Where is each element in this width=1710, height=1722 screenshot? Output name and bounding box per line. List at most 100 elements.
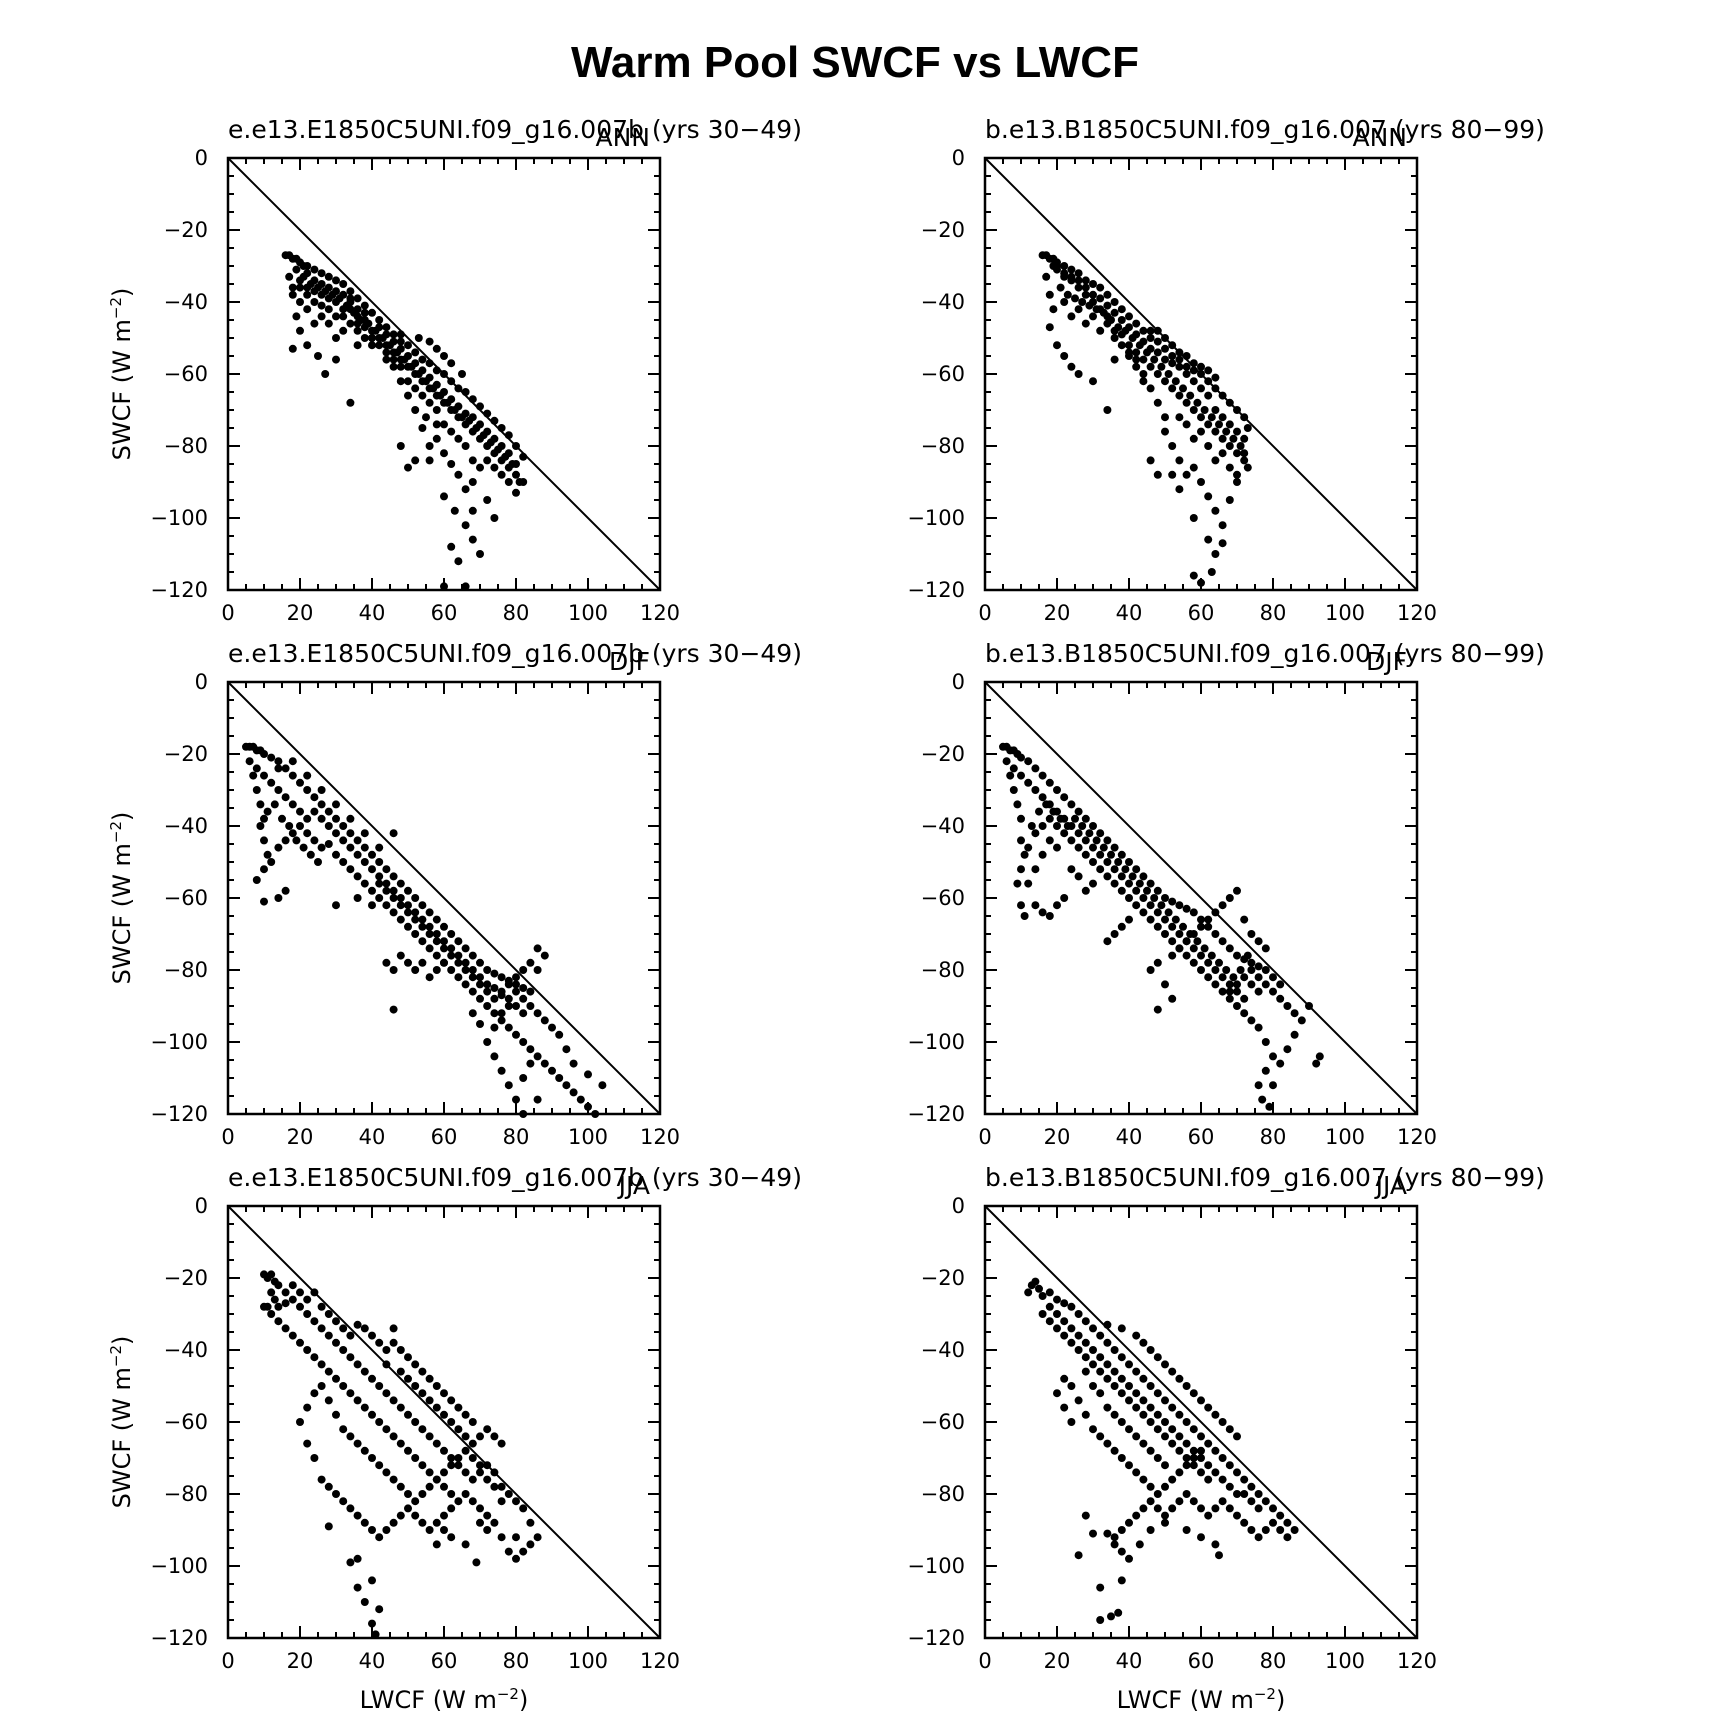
- data-point: [1143, 886, 1151, 895]
- data-point: [310, 1353, 319, 1362]
- data-point: [1218, 1497, 1227, 1506]
- data-point: [274, 894, 283, 902]
- data-point: [1189, 1425, 1198, 1434]
- data-point: [497, 1482, 506, 1491]
- data-point: [389, 1005, 398, 1014]
- data-point: [519, 452, 528, 461]
- data-point: [1240, 456, 1249, 465]
- x-tick-label: 120: [1397, 601, 1437, 625]
- data-point: [382, 865, 391, 874]
- y-tick-label: −80: [164, 1482, 208, 1506]
- data-point: [1117, 922, 1126, 931]
- data-point: [1110, 1382, 1119, 1390]
- x-tick-label: 120: [640, 1649, 680, 1673]
- data-point: [1081, 1353, 1090, 1362]
- data-point: [1053, 1295, 1061, 1304]
- data-point: [1089, 822, 1097, 830]
- data-point: [1197, 427, 1205, 436]
- x-tick-label: 40: [1116, 601, 1143, 625]
- data-point: [1233, 1490, 1241, 1498]
- data-point: [1117, 316, 1126, 324]
- data-point: [1132, 901, 1141, 910]
- data-point: [1107, 316, 1115, 324]
- data-point: [281, 836, 290, 845]
- data-point: [288, 800, 297, 809]
- data-point: [260, 865, 268, 874]
- data-point: [1081, 1338, 1090, 1347]
- data-point: [288, 283, 297, 292]
- x-tick-label: 20: [287, 601, 314, 625]
- data-point: [512, 973, 520, 982]
- data-point: [1175, 1410, 1184, 1419]
- data-point: [1125, 1382, 1133, 1390]
- data-point: [404, 377, 412, 386]
- data-point: [440, 352, 448, 360]
- data-point: [375, 316, 384, 324]
- data-point: [1207, 413, 1216, 422]
- x-tick-label: 40: [1116, 1649, 1143, 1673]
- data-point: [1269, 987, 1277, 996]
- data-point: [504, 1023, 513, 1032]
- data-point: [519, 1009, 528, 1018]
- data-point: [1132, 865, 1141, 874]
- data-point: [317, 843, 326, 852]
- data-point: [281, 1324, 290, 1333]
- data-point: [1146, 1526, 1155, 1534]
- data-point: [425, 922, 434, 931]
- y-tick-label: −100: [907, 1030, 965, 1054]
- data-point: [1211, 1504, 1220, 1513]
- data-point: [296, 778, 304, 787]
- data-point: [1261, 1526, 1270, 1534]
- data-point: [1038, 908, 1047, 917]
- data-point: [1175, 1497, 1184, 1506]
- data-point: [281, 793, 290, 802]
- data-point: [1218, 521, 1227, 530]
- data-point: [1060, 1403, 1069, 1412]
- data-point: [375, 858, 384, 866]
- data-point: [1139, 1374, 1148, 1383]
- data-point: [310, 1389, 319, 1398]
- data-point: [1218, 1475, 1227, 1484]
- data-point: [1233, 987, 1241, 996]
- data-point: [1017, 836, 1025, 845]
- x-tick-label: 100: [1325, 601, 1365, 625]
- x-tick-label: 120: [1397, 1125, 1437, 1149]
- y-tick-label: −80: [921, 1482, 965, 1506]
- data-point: [389, 908, 398, 917]
- data-point: [1085, 301, 1094, 310]
- data-point: [296, 283, 304, 292]
- data-point: [339, 822, 348, 830]
- data-point: [310, 807, 319, 816]
- data-point: [371, 1630, 380, 1639]
- data-point: [1121, 865, 1130, 874]
- data-point: [458, 413, 466, 422]
- data-point: [1071, 814, 1079, 823]
- data-point: [368, 334, 376, 342]
- data-point: [468, 506, 477, 515]
- data-point: [1189, 571, 1198, 580]
- data-point: [461, 1410, 470, 1419]
- x-tick-label: 0: [978, 601, 991, 625]
- scatter-points: [1024, 1277, 1299, 1624]
- scatter-panel-4: 0 20 40 60 80 100 120 0 −20 −40 −60 −80 −100 −120 b.e1…: [907, 639, 1545, 1149]
- data-point: [396, 377, 405, 386]
- axis-ticks: [984, 681, 1418, 1115]
- data-point: [1125, 879, 1133, 888]
- data-point: [1269, 973, 1277, 982]
- data-point: [1074, 843, 1083, 852]
- data-point: [1031, 829, 1040, 838]
- data-point: [404, 1353, 412, 1362]
- data-point: [296, 822, 304, 830]
- data-point: [396, 901, 405, 910]
- data-point: [353, 872, 362, 881]
- data-point: [1161, 1461, 1169, 1470]
- data-point: [1089, 290, 1097, 299]
- data-point: [1067, 836, 1076, 845]
- data-point: [1233, 478, 1241, 486]
- data-point: [1060, 1331, 1069, 1340]
- data-point: [1125, 1461, 1133, 1470]
- data-point: [519, 966, 528, 974]
- y-tick-label: 0: [195, 1194, 208, 1218]
- data-point: [375, 1418, 384, 1426]
- data-point: [1114, 1608, 1123, 1617]
